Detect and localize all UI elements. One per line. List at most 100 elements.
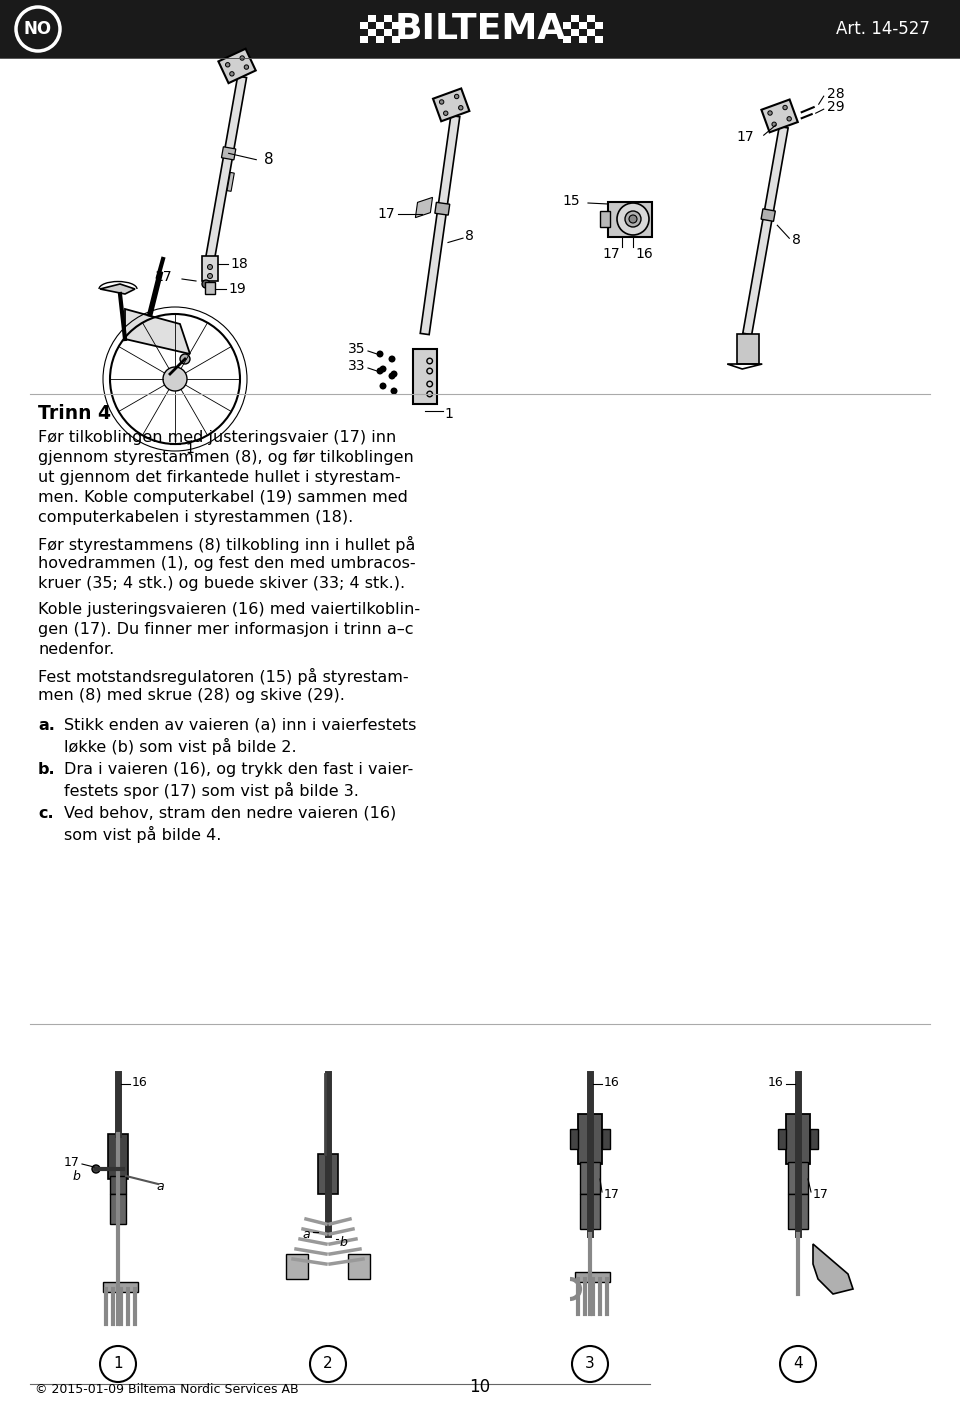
Text: 17: 17 — [813, 1188, 828, 1200]
Text: 1: 1 — [185, 443, 194, 455]
Bar — [595, 16, 603, 23]
Bar — [563, 35, 571, 42]
Bar — [376, 30, 384, 35]
Text: 17: 17 — [155, 270, 172, 284]
Bar — [376, 16, 384, 23]
Text: 16: 16 — [635, 247, 653, 262]
Bar — [737, 334, 759, 363]
Circle shape — [572, 1346, 608, 1381]
Bar — [578, 1114, 602, 1164]
Bar — [602, 1128, 610, 1150]
Circle shape — [92, 1165, 100, 1174]
Bar — [392, 35, 400, 42]
Text: Koble justeringsvaieren (16) med vaiertilkoblin-: Koble justeringsvaieren (16) med vaierti… — [38, 602, 420, 617]
Text: Stikk enden av vaieren (a) inn i vaierfestets: Stikk enden av vaieren (a) inn i vaierfe… — [64, 718, 417, 732]
Bar — [595, 23, 603, 30]
Text: Fest motstandsregulatoren (15) på styrestam-: Fest motstandsregulatoren (15) på styres… — [38, 667, 409, 684]
Circle shape — [389, 372, 396, 379]
Text: 4: 4 — [793, 1356, 803, 1372]
Polygon shape — [761, 209, 776, 222]
Bar — [571, 35, 579, 42]
Text: løkke (b) som vist på bilde 2.: løkke (b) som vist på bilde 2. — [64, 738, 297, 755]
Text: gen (17). Du finner mer informasjon i trinn a–c: gen (17). Du finner mer informasjon i tr… — [38, 622, 414, 636]
Circle shape — [376, 351, 383, 358]
Bar — [571, 23, 579, 30]
Circle shape — [459, 106, 463, 110]
Bar — [368, 30, 376, 35]
Bar — [575, 1273, 610, 1282]
Bar — [608, 202, 652, 238]
Text: Ved behov, stram den nedre vaieren (16): Ved behov, stram den nedre vaieren (16) — [64, 806, 396, 822]
Bar — [580, 1193, 600, 1229]
Text: 16: 16 — [767, 1076, 783, 1089]
Text: b.: b. — [38, 762, 56, 778]
Bar — [595, 35, 603, 42]
Text: 17: 17 — [736, 130, 754, 144]
Bar — [103, 1282, 138, 1292]
Circle shape — [207, 264, 212, 270]
Circle shape — [787, 116, 791, 122]
Polygon shape — [416, 198, 433, 218]
Circle shape — [389, 355, 396, 362]
Bar — [778, 1128, 786, 1150]
Bar — [571, 30, 579, 35]
Text: BILTEMA: BILTEMA — [395, 11, 565, 47]
Text: 29: 29 — [827, 100, 845, 115]
Circle shape — [772, 122, 777, 126]
Text: 18: 18 — [230, 257, 248, 271]
Text: 17: 17 — [604, 1188, 620, 1200]
Text: festets spor (17) som vist på bilde 3.: festets spor (17) som vist på bilde 3. — [64, 782, 359, 799]
Bar — [108, 1134, 128, 1179]
Text: b: b — [72, 1169, 80, 1182]
Circle shape — [240, 55, 245, 61]
Bar — [360, 35, 368, 42]
Text: 17: 17 — [602, 247, 620, 262]
Bar — [579, 35, 587, 42]
Bar — [788, 1193, 808, 1229]
Circle shape — [454, 95, 459, 99]
Bar — [110, 1193, 126, 1225]
Bar — [318, 1154, 338, 1193]
Circle shape — [163, 368, 187, 392]
Circle shape — [780, 1346, 816, 1381]
Bar — [392, 16, 400, 23]
Text: 1: 1 — [444, 407, 453, 421]
Bar — [384, 23, 392, 30]
Bar — [587, 23, 595, 30]
Circle shape — [310, 1346, 346, 1381]
Bar — [368, 16, 376, 23]
Bar — [587, 35, 595, 42]
Circle shape — [229, 72, 234, 76]
Polygon shape — [205, 76, 247, 260]
Bar — [600, 211, 610, 228]
Text: 8: 8 — [465, 229, 474, 243]
Text: Dra i vaieren (16), og trykk den fast i vaier-: Dra i vaieren (16), og trykk den fast i … — [64, 762, 413, 778]
Bar — [570, 1128, 578, 1150]
Bar — [360, 23, 368, 30]
Bar — [413, 349, 437, 404]
Text: nedenfor.: nedenfor. — [38, 642, 114, 658]
Polygon shape — [218, 48, 255, 83]
Text: Trinn 4: Trinn 4 — [38, 404, 111, 423]
Circle shape — [444, 112, 448, 116]
Bar — [587, 30, 595, 35]
Circle shape — [625, 211, 641, 228]
Text: 33: 33 — [348, 359, 365, 373]
Bar — [579, 23, 587, 30]
Text: a: a — [302, 1227, 310, 1240]
Text: hovedrammen (1), og fest den med umbracos-: hovedrammen (1), og fest den med umbraco… — [38, 556, 416, 571]
Circle shape — [16, 7, 60, 51]
Bar — [580, 1162, 600, 1193]
Text: 2: 2 — [324, 1356, 333, 1372]
Circle shape — [379, 365, 387, 372]
Text: 28: 28 — [827, 88, 845, 102]
Circle shape — [202, 280, 210, 288]
Text: som vist på bilde 4.: som vist på bilde 4. — [64, 826, 222, 843]
Bar — [392, 30, 400, 35]
Bar — [587, 16, 595, 23]
Circle shape — [207, 273, 212, 279]
Bar — [0, 0, 960, 58]
Bar — [368, 35, 376, 42]
Text: 15: 15 — [563, 194, 580, 208]
Bar — [286, 1254, 308, 1280]
